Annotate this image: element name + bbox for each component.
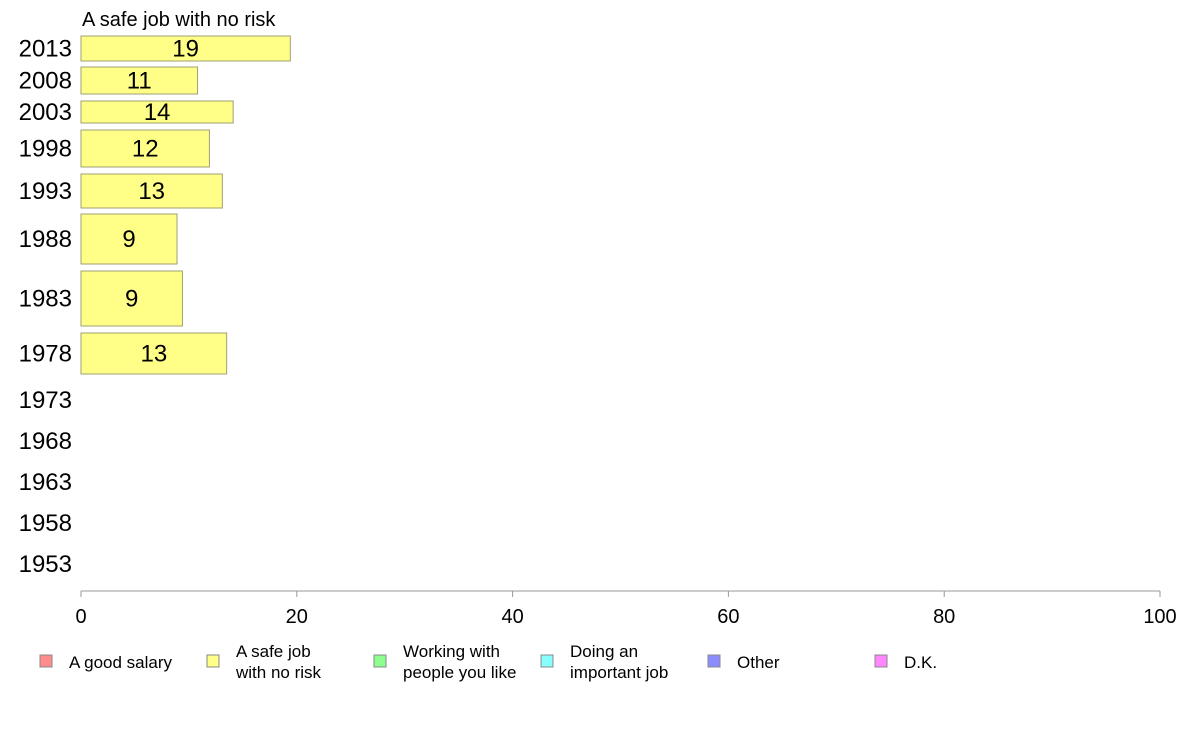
bar-value-label: 11 xyxy=(127,68,152,95)
legend-label: Doing an xyxy=(570,642,638,661)
legend-swatch xyxy=(206,654,220,668)
bar xyxy=(80,332,228,375)
x-tick-label: 40 xyxy=(501,606,523,628)
legend-swatch xyxy=(39,654,53,668)
bar-value-label: 13 xyxy=(138,178,165,205)
bar-value-label: 9 xyxy=(125,286,138,313)
legend-swatch xyxy=(707,654,721,668)
y-tick-label: 1958 xyxy=(19,510,72,537)
bar-value-label: 12 xyxy=(132,136,159,163)
x-tick-label: 0 xyxy=(75,606,86,628)
y-tick-label: 2008 xyxy=(19,68,72,95)
x-tick-label: 20 xyxy=(286,606,308,628)
legend-label: D.K. xyxy=(904,653,937,672)
legend-swatch xyxy=(373,654,387,668)
x-axis: 0 20 40 60 80 100 xyxy=(75,590,1177,628)
legend-label: Working with xyxy=(403,642,500,661)
y-tick-label: 1968 xyxy=(19,428,72,455)
bar-value-label: 14 xyxy=(144,99,171,126)
legend-label: Other xyxy=(737,653,780,672)
legend-label: people you like xyxy=(403,663,516,682)
y-tick-label: 2013 xyxy=(19,36,72,63)
bar xyxy=(80,100,234,124)
y-tick-label: 1993 xyxy=(19,178,72,205)
bar xyxy=(80,35,291,62)
bar-value-label: 13 xyxy=(140,341,167,368)
y-tick-label: 2003 xyxy=(19,99,72,126)
bar xyxy=(80,270,183,327)
legend-label: important job xyxy=(570,663,668,682)
chart-title: A safe job with no risk xyxy=(82,9,276,31)
x-tick-label: 60 xyxy=(717,606,739,628)
bar xyxy=(80,66,199,95)
legend-label: A good salary xyxy=(69,653,173,672)
bar xyxy=(80,213,178,265)
bar xyxy=(80,129,210,168)
y-tick-label: 1998 xyxy=(19,136,72,163)
y-tick-label: 1973 xyxy=(19,387,72,414)
x-tick-label: 80 xyxy=(933,606,955,628)
y-tick-label: 1963 xyxy=(19,469,72,496)
y-axis-labels: 2013 2008 2003 1998 1993 1988 1983 1978 1973 1968… xyxy=(19,36,72,579)
y-tick-label: 1983 xyxy=(19,286,72,313)
bar-value-label: 9 xyxy=(122,226,135,253)
y-tick-label: 1953 xyxy=(19,551,72,578)
legend-label: with no risk xyxy=(235,663,322,682)
x-tick-label: 100 xyxy=(1143,606,1176,628)
legend-swatch xyxy=(874,654,888,668)
legend-swatch xyxy=(540,654,554,668)
bar-value-label: 19 xyxy=(172,36,199,63)
y-tick-label: 1988 xyxy=(19,226,72,253)
legend-label: A safe job xyxy=(236,642,311,661)
legend: A good salary A safe job with no risk Worki… xyxy=(39,642,937,682)
bar xyxy=(80,173,223,209)
y-tick-label: 1978 xyxy=(19,341,72,368)
